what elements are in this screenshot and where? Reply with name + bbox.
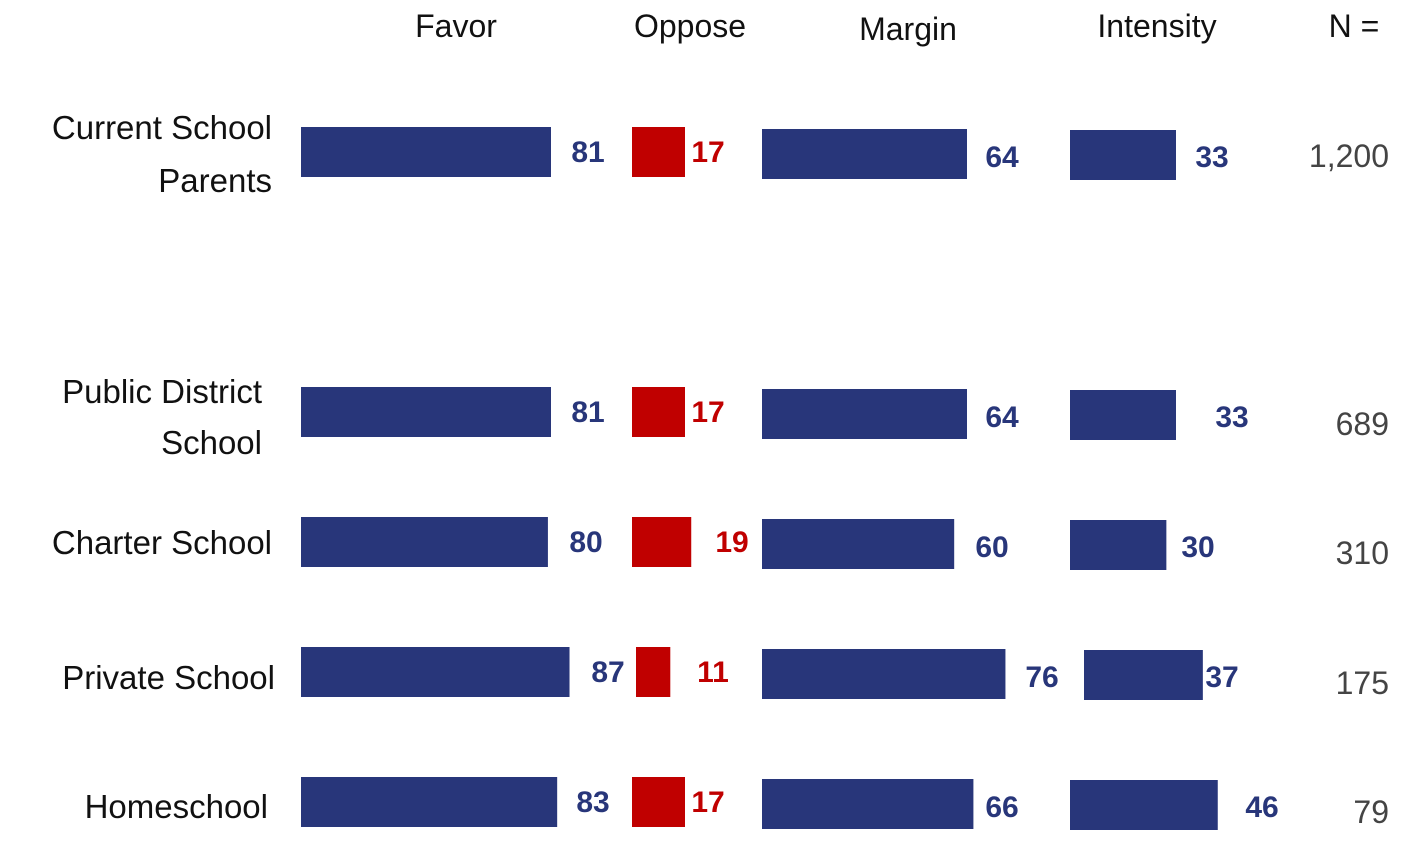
intensity-bar xyxy=(1070,130,1176,180)
row-label-line: Current School xyxy=(52,109,272,146)
n-value: 79 xyxy=(1353,794,1389,830)
favor-bar xyxy=(301,517,548,567)
margin-value-label: 60 xyxy=(975,531,1008,564)
intensity-bar xyxy=(1084,650,1203,700)
oppose-bar xyxy=(636,647,671,697)
favor-bar xyxy=(301,777,558,827)
oppose-bar xyxy=(632,517,692,567)
intensity-bar xyxy=(1070,520,1167,570)
intensity-bar xyxy=(1070,390,1176,440)
row-label: Charter School xyxy=(52,524,272,561)
row-label-line: Private School xyxy=(62,659,275,696)
row-label-line: Parents xyxy=(158,162,272,199)
row-label-line: Public District xyxy=(62,373,262,410)
margin-value-label: 64 xyxy=(985,401,1019,434)
oppose-bar xyxy=(632,387,685,437)
intensity-value-label: 37 xyxy=(1205,661,1238,694)
row-label-line: School xyxy=(161,424,262,461)
intensity-value-label: 30 xyxy=(1181,531,1214,564)
intensity-bar xyxy=(1070,780,1218,830)
row-label: Current School Parents xyxy=(52,109,272,199)
oppose-value-label: 19 xyxy=(715,526,748,559)
favor-value-label: 80 xyxy=(569,526,602,559)
row-label: Public District School xyxy=(62,373,262,461)
oppose-value-label: 11 xyxy=(697,656,729,689)
row-label: Homeschool xyxy=(85,788,268,825)
oppose-value-label: 17 xyxy=(691,786,724,819)
oppose-bar xyxy=(632,777,685,827)
row-label-line: Homeschool xyxy=(85,788,268,825)
column-header-oppose: Oppose xyxy=(634,8,746,44)
oppose-value-label: 17 xyxy=(691,396,724,429)
intensity-value-label: 46 xyxy=(1245,791,1278,824)
margin-bar xyxy=(762,389,967,439)
favor-value-label: 87 xyxy=(591,656,624,689)
margin-bar xyxy=(762,519,955,569)
margin-bar xyxy=(762,649,1006,699)
favor-value-label: 81 xyxy=(571,136,604,169)
margin-value-label: 76 xyxy=(1025,661,1058,694)
intensity-value-label: 33 xyxy=(1195,141,1228,174)
intensity-value-label: 33 xyxy=(1215,401,1248,434)
n-value: 689 xyxy=(1336,406,1389,442)
margin-bar xyxy=(762,129,967,179)
n-value: 175 xyxy=(1336,665,1389,701)
row-label-line: Charter School xyxy=(52,524,272,561)
favor-bar xyxy=(301,387,551,437)
oppose-bar xyxy=(632,127,685,177)
column-header-margin: Margin xyxy=(859,11,957,47)
margin-value-label: 64 xyxy=(985,141,1019,174)
column-header-favor: Favor xyxy=(415,8,497,44)
row-label: Private School xyxy=(62,659,275,696)
oppose-value-label: 17 xyxy=(691,136,724,169)
n-value: 1,200 xyxy=(1309,138,1389,174)
n-value: 310 xyxy=(1336,535,1389,571)
favor-bar xyxy=(301,647,570,697)
favor-value-label: 81 xyxy=(571,396,604,429)
favor-value-label: 83 xyxy=(576,786,609,819)
favor-bar xyxy=(301,127,551,177)
margin-value-label: 66 xyxy=(985,791,1018,824)
column-header-intensity: Intensity xyxy=(1097,8,1216,44)
column-header-n: N = xyxy=(1329,8,1380,44)
margin-bar xyxy=(762,779,974,829)
